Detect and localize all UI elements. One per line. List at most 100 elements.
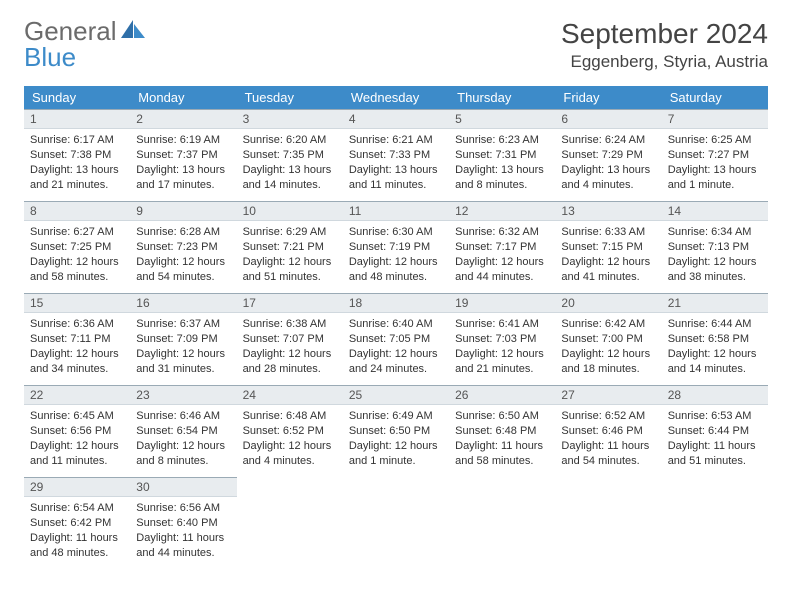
daylight-line: Daylight: 13 hours and 4 minutes. xyxy=(561,163,655,193)
sunset-line: Sunset: 7:19 PM xyxy=(349,240,443,255)
calendar-row: 8Sunrise: 6:27 AMSunset: 7:25 PMDaylight… xyxy=(24,201,768,293)
day-details: Sunrise: 6:24 AMSunset: 7:29 PMDaylight:… xyxy=(555,129,661,192)
sunrise-line: Sunrise: 6:45 AM xyxy=(30,409,124,424)
calendar-cell: 11Sunrise: 6:30 AMSunset: 7:19 PMDayligh… xyxy=(343,201,449,293)
daylight-line: Daylight: 12 hours and 54 minutes. xyxy=(136,255,230,285)
sunrise-line: Sunrise: 6:24 AM xyxy=(561,133,655,148)
sunset-line: Sunset: 6:54 PM xyxy=(136,424,230,439)
calendar-cell xyxy=(662,477,768,569)
sunrise-line: Sunrise: 6:28 AM xyxy=(136,225,230,240)
day-number: 20 xyxy=(555,293,661,313)
sunset-line: Sunset: 7:13 PM xyxy=(668,240,762,255)
weekday-header-row: SundayMondayTuesdayWednesdayThursdayFrid… xyxy=(24,86,768,109)
sunset-line: Sunset: 6:42 PM xyxy=(30,516,124,531)
daylight-line: Daylight: 12 hours and 44 minutes. xyxy=(455,255,549,285)
day-details: Sunrise: 6:17 AMSunset: 7:38 PMDaylight:… xyxy=(24,129,130,192)
sunrise-line: Sunrise: 6:30 AM xyxy=(349,225,443,240)
daylight-line: Daylight: 12 hours and 14 minutes. xyxy=(668,347,762,377)
sunrise-line: Sunrise: 6:34 AM xyxy=(668,225,762,240)
calendar-cell: 14Sunrise: 6:34 AMSunset: 7:13 PMDayligh… xyxy=(662,201,768,293)
daylight-line: Daylight: 13 hours and 11 minutes. xyxy=(349,163,443,193)
day-details: Sunrise: 6:32 AMSunset: 7:17 PMDaylight:… xyxy=(449,221,555,284)
daylight-line: Daylight: 11 hours and 54 minutes. xyxy=(561,439,655,469)
logo-sail-icon xyxy=(119,18,147,40)
day-number: 1 xyxy=(24,109,130,129)
sunset-line: Sunset: 7:09 PM xyxy=(136,332,230,347)
sunset-line: Sunset: 7:33 PM xyxy=(349,148,443,163)
sunset-line: Sunset: 7:00 PM xyxy=(561,332,655,347)
day-number: 9 xyxy=(130,201,236,221)
sunset-line: Sunset: 6:56 PM xyxy=(30,424,124,439)
daylight-line: Daylight: 12 hours and 34 minutes. xyxy=(30,347,124,377)
sunrise-line: Sunrise: 6:27 AM xyxy=(30,225,124,240)
day-number: 4 xyxy=(343,109,449,129)
calendar-cell: 16Sunrise: 6:37 AMSunset: 7:09 PMDayligh… xyxy=(130,293,236,385)
day-details: Sunrise: 6:27 AMSunset: 7:25 PMDaylight:… xyxy=(24,221,130,284)
day-details: Sunrise: 6:19 AMSunset: 7:37 PMDaylight:… xyxy=(130,129,236,192)
location: Eggenberg, Styria, Austria xyxy=(561,52,768,72)
sunset-line: Sunset: 7:35 PM xyxy=(243,148,337,163)
calendar-row: 15Sunrise: 6:36 AMSunset: 7:11 PMDayligh… xyxy=(24,293,768,385)
day-number: 24 xyxy=(237,385,343,405)
calendar-cell: 17Sunrise: 6:38 AMSunset: 7:07 PMDayligh… xyxy=(237,293,343,385)
logo-text: General Blue xyxy=(24,18,147,70)
day-number: 15 xyxy=(24,293,130,313)
day-details: Sunrise: 6:34 AMSunset: 7:13 PMDaylight:… xyxy=(662,221,768,284)
calendar-cell: 28Sunrise: 6:53 AMSunset: 6:44 PMDayligh… xyxy=(662,385,768,477)
weekday-monday: Monday xyxy=(130,86,236,109)
day-number: 7 xyxy=(662,109,768,129)
sunset-line: Sunset: 7:29 PM xyxy=(561,148,655,163)
sunrise-line: Sunrise: 6:25 AM xyxy=(668,133,762,148)
day-number: 8 xyxy=(24,201,130,221)
calendar-table: SundayMondayTuesdayWednesdayThursdayFrid… xyxy=(24,86,768,569)
sunset-line: Sunset: 7:05 PM xyxy=(349,332,443,347)
day-number: 10 xyxy=(237,201,343,221)
sunrise-line: Sunrise: 6:46 AM xyxy=(136,409,230,424)
sunset-line: Sunset: 6:44 PM xyxy=(668,424,762,439)
day-number: 2 xyxy=(130,109,236,129)
calendar-cell: 20Sunrise: 6:42 AMSunset: 7:00 PMDayligh… xyxy=(555,293,661,385)
calendar-cell: 5Sunrise: 6:23 AMSunset: 7:31 PMDaylight… xyxy=(449,109,555,201)
day-details: Sunrise: 6:56 AMSunset: 6:40 PMDaylight:… xyxy=(130,497,236,560)
sunrise-line: Sunrise: 6:44 AM xyxy=(668,317,762,332)
calendar-row: 22Sunrise: 6:45 AMSunset: 6:56 PMDayligh… xyxy=(24,385,768,477)
sunset-line: Sunset: 7:21 PM xyxy=(243,240,337,255)
sunset-line: Sunset: 6:40 PM xyxy=(136,516,230,531)
calendar-cell: 6Sunrise: 6:24 AMSunset: 7:29 PMDaylight… xyxy=(555,109,661,201)
day-details: Sunrise: 6:29 AMSunset: 7:21 PMDaylight:… xyxy=(237,221,343,284)
day-details: Sunrise: 6:49 AMSunset: 6:50 PMDaylight:… xyxy=(343,405,449,468)
calendar-cell: 27Sunrise: 6:52 AMSunset: 6:46 PMDayligh… xyxy=(555,385,661,477)
day-details: Sunrise: 6:52 AMSunset: 6:46 PMDaylight:… xyxy=(555,405,661,468)
daylight-line: Daylight: 11 hours and 44 minutes. xyxy=(136,531,230,561)
calendar-body: 1Sunrise: 6:17 AMSunset: 7:38 PMDaylight… xyxy=(24,109,768,569)
sunrise-line: Sunrise: 6:54 AM xyxy=(30,501,124,516)
day-number: 30 xyxy=(130,477,236,497)
sunrise-line: Sunrise: 6:56 AM xyxy=(136,501,230,516)
calendar-cell: 1Sunrise: 6:17 AMSunset: 7:38 PMDaylight… xyxy=(24,109,130,201)
daylight-line: Daylight: 11 hours and 48 minutes. xyxy=(30,531,124,561)
day-number: 12 xyxy=(449,201,555,221)
day-details: Sunrise: 6:23 AMSunset: 7:31 PMDaylight:… xyxy=(449,129,555,192)
logo: General Blue xyxy=(24,18,147,70)
daylight-line: Daylight: 12 hours and 24 minutes. xyxy=(349,347,443,377)
day-number: 19 xyxy=(449,293,555,313)
day-number: 5 xyxy=(449,109,555,129)
daylight-line: Daylight: 13 hours and 21 minutes. xyxy=(30,163,124,193)
sunrise-line: Sunrise: 6:21 AM xyxy=(349,133,443,148)
day-number: 25 xyxy=(343,385,449,405)
sunrise-line: Sunrise: 6:33 AM xyxy=(561,225,655,240)
day-details: Sunrise: 6:41 AMSunset: 7:03 PMDaylight:… xyxy=(449,313,555,376)
day-details: Sunrise: 6:30 AMSunset: 7:19 PMDaylight:… xyxy=(343,221,449,284)
sunset-line: Sunset: 7:03 PM xyxy=(455,332,549,347)
header: General Blue September 2024 Eggenberg, S… xyxy=(24,18,768,72)
sunset-line: Sunset: 6:52 PM xyxy=(243,424,337,439)
sunset-line: Sunset: 7:27 PM xyxy=(668,148,762,163)
daylight-line: Daylight: 13 hours and 8 minutes. xyxy=(455,163,549,193)
day-details: Sunrise: 6:21 AMSunset: 7:33 PMDaylight:… xyxy=(343,129,449,192)
daylight-line: Daylight: 12 hours and 4 minutes. xyxy=(243,439,337,469)
sunrise-line: Sunrise: 6:17 AM xyxy=(30,133,124,148)
sunrise-line: Sunrise: 6:49 AM xyxy=(349,409,443,424)
day-number: 18 xyxy=(343,293,449,313)
sunset-line: Sunset: 7:23 PM xyxy=(136,240,230,255)
daylight-line: Daylight: 12 hours and 21 minutes. xyxy=(455,347,549,377)
